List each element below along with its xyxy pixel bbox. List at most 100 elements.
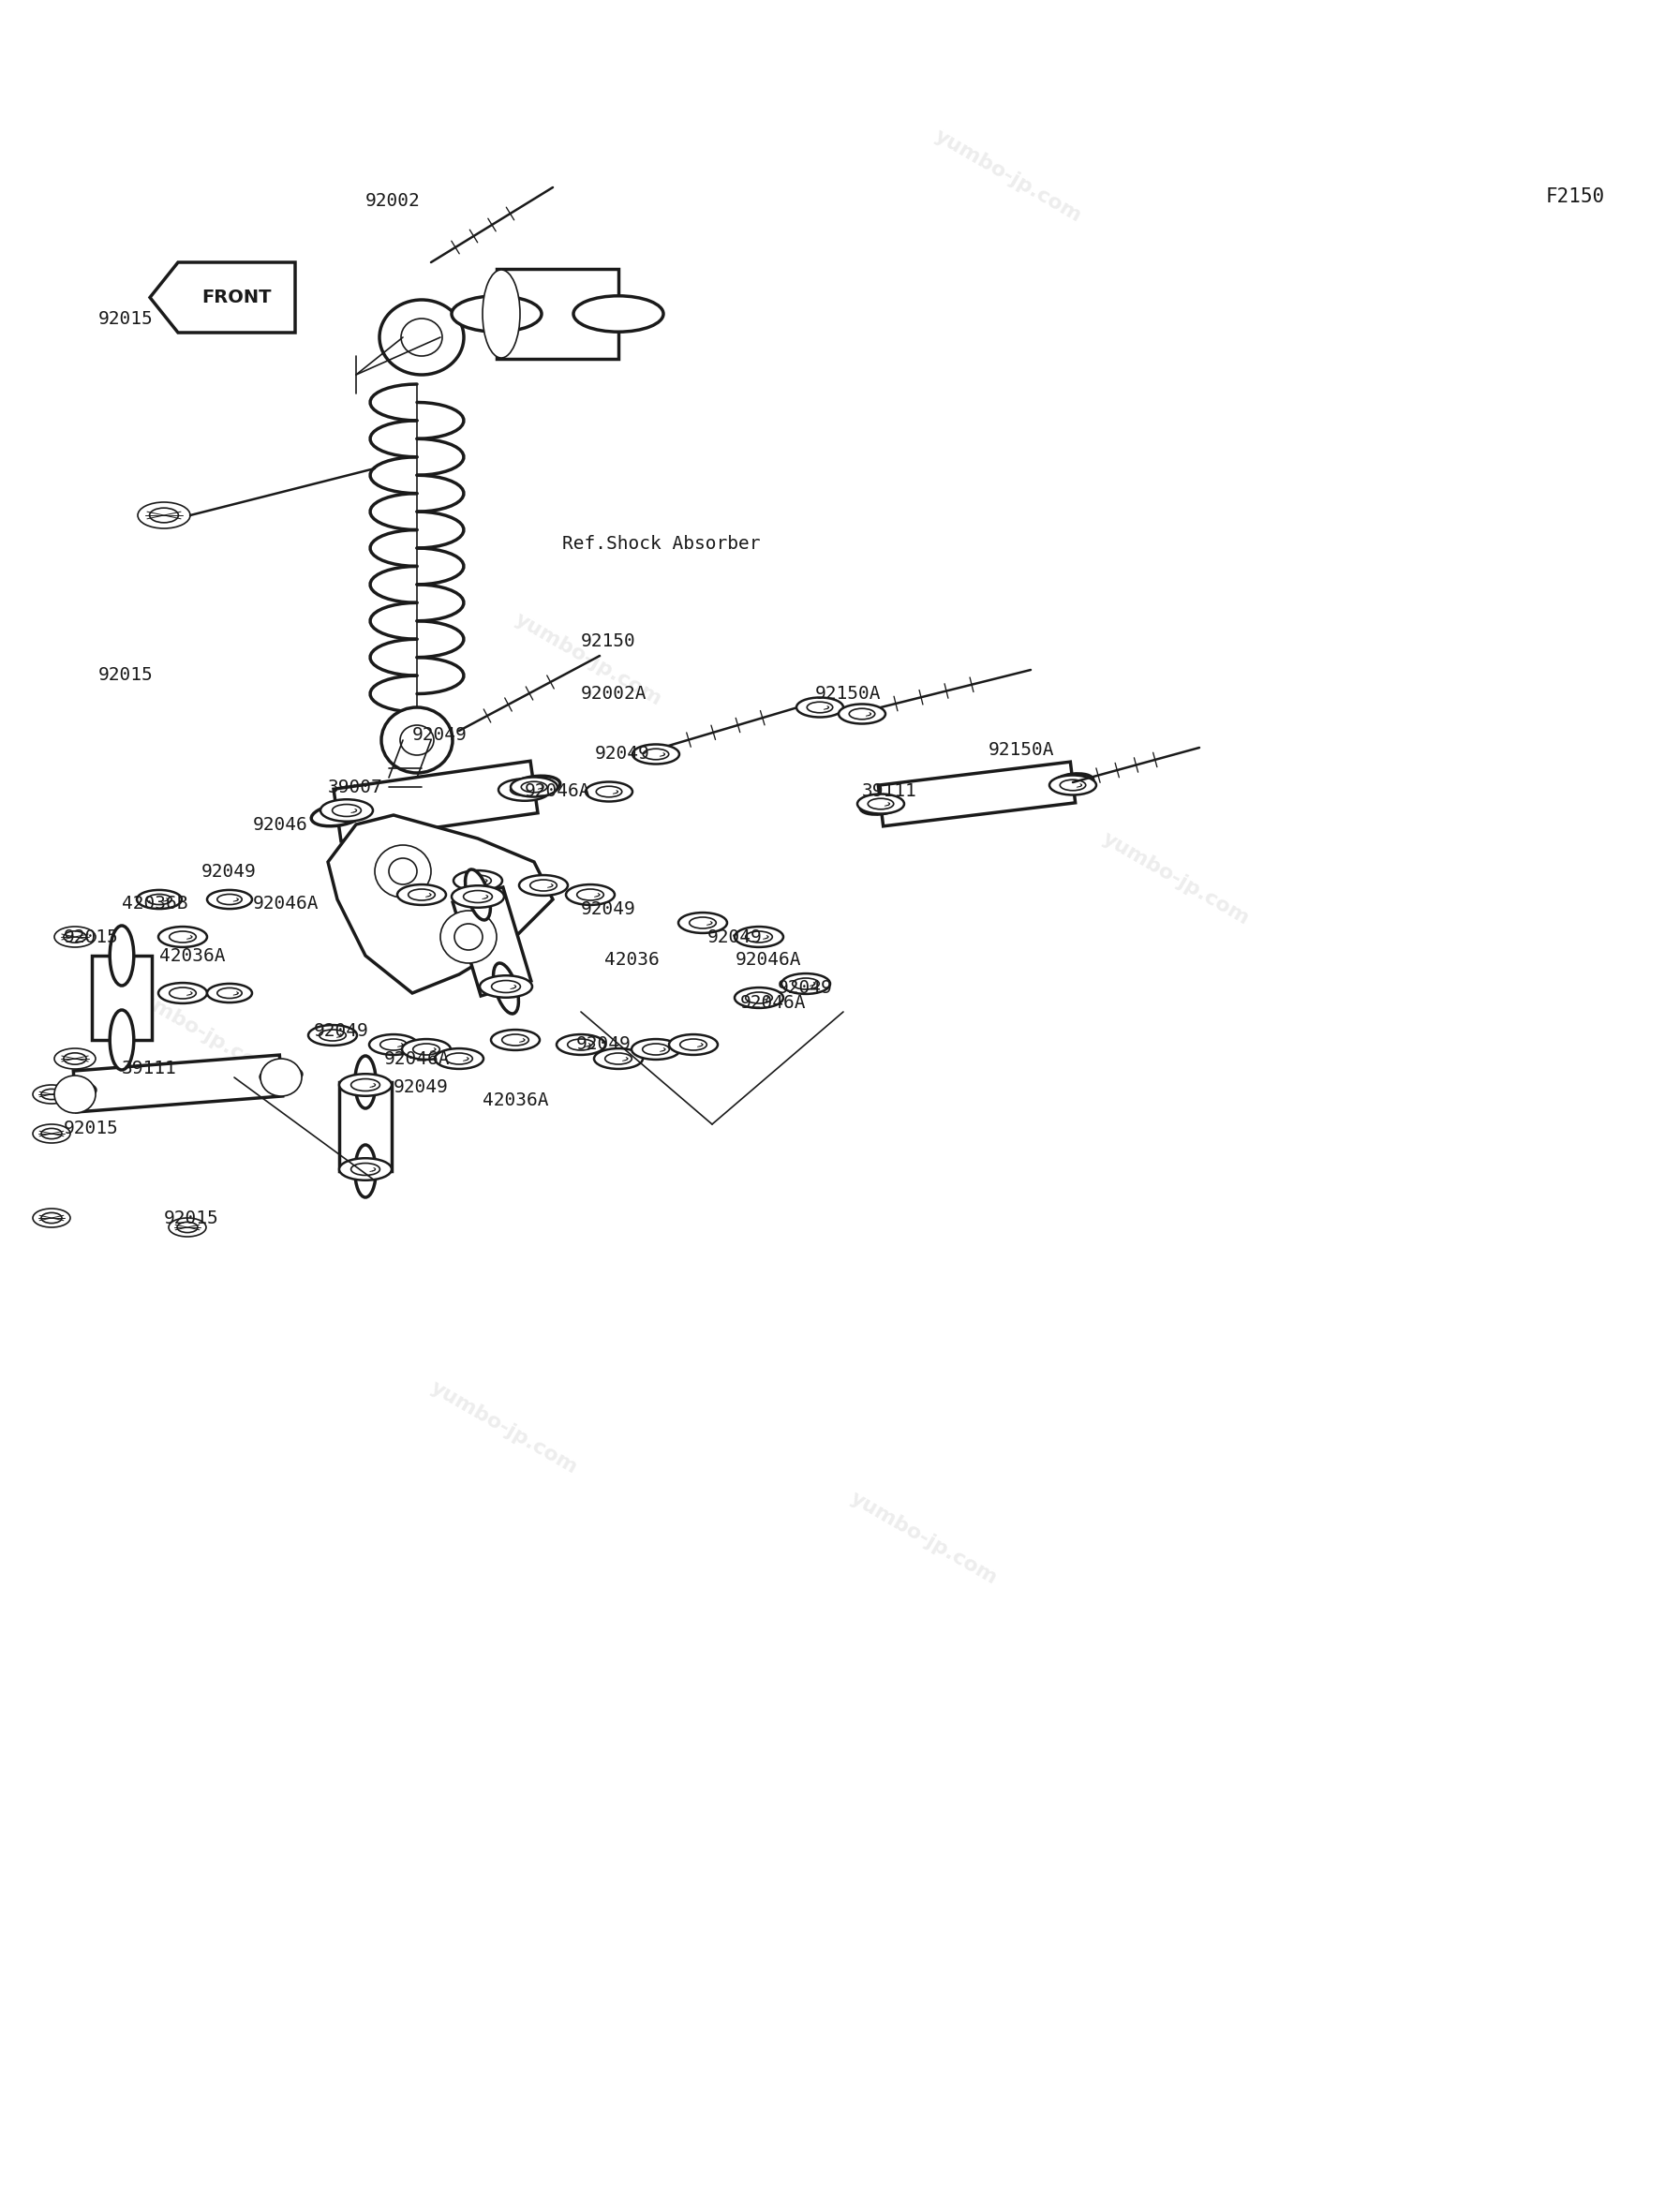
Text: 92015: 92015: [64, 1120, 119, 1138]
Ellipse shape: [413, 1044, 440, 1055]
Ellipse shape: [402, 319, 442, 356]
Ellipse shape: [679, 912, 727, 934]
Ellipse shape: [168, 1217, 207, 1237]
Ellipse shape: [492, 980, 521, 993]
Ellipse shape: [42, 1213, 62, 1224]
Text: 92015: 92015: [99, 310, 153, 327]
Polygon shape: [879, 762, 1075, 826]
Ellipse shape: [339, 1074, 391, 1096]
Text: 92046A: 92046A: [736, 951, 801, 969]
Ellipse shape: [576, 890, 603, 901]
Ellipse shape: [307, 1026, 356, 1046]
Ellipse shape: [734, 989, 783, 1008]
Ellipse shape: [511, 784, 539, 795]
Ellipse shape: [54, 1077, 96, 1114]
Text: yumbo-jp.com: yumbo-jp.com: [847, 1487, 1001, 1588]
Ellipse shape: [869, 798, 894, 808]
Polygon shape: [497, 268, 618, 358]
Ellipse shape: [370, 1035, 418, 1055]
Ellipse shape: [375, 846, 432, 899]
Text: FRONT: FRONT: [202, 288, 272, 305]
Ellipse shape: [176, 1222, 198, 1233]
Ellipse shape: [381, 707, 452, 773]
Ellipse shape: [632, 745, 679, 765]
Text: yumbo-jp.com: yumbo-jp.com: [427, 1378, 581, 1479]
Ellipse shape: [734, 927, 783, 947]
Polygon shape: [150, 261, 296, 332]
Text: 92015: 92015: [99, 666, 153, 683]
Ellipse shape: [207, 890, 252, 910]
Ellipse shape: [1052, 773, 1094, 791]
Text: 39007: 39007: [328, 778, 383, 795]
Text: yumbo-jp.com: yumbo-jp.com: [1099, 828, 1253, 929]
Ellipse shape: [170, 986, 197, 1000]
Ellipse shape: [848, 707, 875, 718]
Text: 92046A: 92046A: [741, 993, 806, 1011]
Ellipse shape: [643, 749, 669, 760]
Ellipse shape: [465, 870, 491, 921]
Ellipse shape: [507, 776, 559, 798]
Polygon shape: [92, 956, 151, 1039]
Polygon shape: [334, 760, 538, 841]
Ellipse shape: [339, 1158, 391, 1180]
Ellipse shape: [632, 1039, 680, 1059]
Text: 92049: 92049: [314, 1022, 370, 1039]
Text: 42036: 42036: [605, 951, 659, 969]
Text: 92002: 92002: [366, 193, 420, 211]
Text: 39111: 39111: [123, 1059, 176, 1077]
Ellipse shape: [605, 1052, 632, 1063]
Ellipse shape: [482, 270, 521, 358]
Text: 92049: 92049: [707, 927, 763, 945]
Ellipse shape: [586, 782, 632, 802]
Ellipse shape: [464, 890, 492, 903]
Text: 92049: 92049: [202, 863, 257, 881]
Ellipse shape: [109, 925, 134, 986]
Ellipse shape: [64, 932, 86, 943]
Ellipse shape: [566, 885, 615, 905]
Ellipse shape: [857, 793, 904, 813]
Ellipse shape: [454, 870, 502, 892]
Text: 42036A: 42036A: [160, 947, 225, 964]
Ellipse shape: [781, 973, 830, 993]
Ellipse shape: [354, 1057, 376, 1107]
Ellipse shape: [689, 916, 716, 929]
Text: 42036B: 42036B: [123, 894, 188, 914]
Text: 92049: 92049: [581, 901, 637, 918]
Ellipse shape: [556, 1035, 605, 1055]
Text: 92002A: 92002A: [581, 685, 647, 703]
Ellipse shape: [54, 1083, 96, 1101]
Text: 92046: 92046: [254, 815, 307, 833]
Text: 92015: 92015: [64, 927, 119, 945]
Text: 92049: 92049: [412, 727, 467, 745]
Ellipse shape: [499, 778, 551, 802]
Ellipse shape: [435, 1048, 484, 1070]
Text: 92150A: 92150A: [988, 740, 1055, 758]
Ellipse shape: [54, 1048, 96, 1070]
Ellipse shape: [793, 978, 820, 989]
Ellipse shape: [354, 1145, 376, 1197]
Text: F2150: F2150: [1546, 187, 1604, 207]
Ellipse shape: [445, 1052, 472, 1063]
Ellipse shape: [380, 299, 464, 376]
Ellipse shape: [54, 927, 96, 947]
Ellipse shape: [217, 894, 242, 905]
Ellipse shape: [42, 1129, 62, 1138]
Ellipse shape: [491, 1030, 539, 1050]
Polygon shape: [328, 815, 553, 993]
Text: 92049: 92049: [595, 745, 650, 762]
Ellipse shape: [146, 894, 171, 905]
Ellipse shape: [333, 804, 361, 817]
Ellipse shape: [521, 782, 548, 793]
Polygon shape: [452, 888, 531, 995]
Ellipse shape: [260, 1068, 302, 1083]
Text: 92046A: 92046A: [385, 1050, 450, 1068]
Ellipse shape: [34, 1125, 71, 1142]
Ellipse shape: [480, 975, 533, 997]
Ellipse shape: [573, 297, 664, 332]
Text: Ref.Shock Absorber: Ref.Shock Absorber: [563, 534, 761, 551]
Text: 92049: 92049: [393, 1079, 449, 1096]
Ellipse shape: [838, 703, 885, 723]
Ellipse shape: [42, 1090, 62, 1098]
Ellipse shape: [860, 798, 900, 815]
Text: 39111: 39111: [862, 782, 917, 800]
